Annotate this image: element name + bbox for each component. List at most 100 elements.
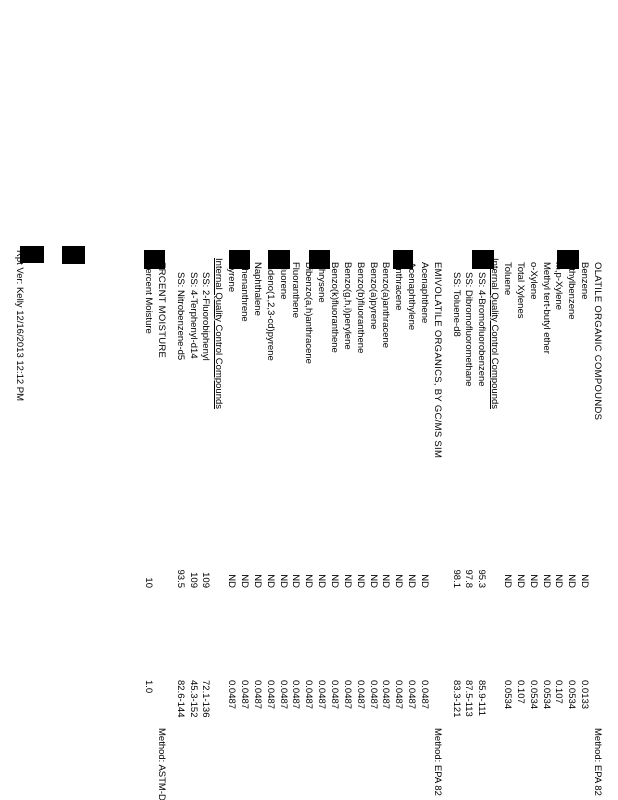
reporting-limit: 0.0487: [316, 680, 328, 710]
analyte: Percent Moisture: [143, 262, 155, 334]
result: ND: [406, 574, 418, 588]
reporting-limit: 1.0: [143, 680, 155, 694]
result: ND: [540, 574, 552, 588]
reporting-limit: 87.5-113: [463, 680, 475, 717]
analyte: m,p-Xylene: [553, 262, 565, 311]
reporting-limit: 0.0487: [406, 680, 418, 710]
analyte: Dibenzo(a,h)anthracene: [303, 262, 315, 364]
result: ND: [329, 574, 340, 588]
reporting-limit: 0.0487: [367, 680, 379, 710]
reporting-limit: 0.0487: [264, 680, 276, 710]
reporting-limit: 83.3-121: [450, 680, 462, 718]
result: ND: [553, 574, 565, 588]
reporting-limit: 0.0487: [226, 680, 238, 710]
redaction: [268, 250, 290, 269]
analyte: Anthracene: [393, 262, 405, 311]
result: 93.5: [174, 569, 186, 589]
reporting-limit: 0.0133: [579, 680, 591, 710]
result: 98.1: [450, 569, 462, 589]
reporting-limit: 82.6-144: [174, 680, 186, 718]
result: 109: [200, 572, 212, 588]
analyte: SS: Dibromofluoromethane: [463, 272, 475, 387]
reporting-limit: 0.0487: [380, 680, 392, 710]
analyte: Naphthalene: [251, 262, 263, 316]
section-title: ERCENT MOISTURE: [155, 262, 167, 359]
result: ND: [393, 574, 405, 588]
analyte: SS: Nitrobenzene-d5: [174, 272, 186, 361]
analyte: Total Xylenes: [514, 262, 526, 319]
analyte: Benzo(b)fluoranthene: [354, 262, 366, 354]
redaction: [393, 250, 413, 269]
reporting-limit: 45.3-152: [187, 680, 199, 718]
result: ND: [367, 574, 379, 588]
reporting-limit: 0.107: [514, 680, 526, 704]
reporting-limit: 85.9-111: [476, 680, 488, 717]
method: Method: EPA 82: [431, 728, 443, 796]
analyte: Methyl tert-butyl ether: [540, 262, 552, 354]
analyte: Acenaphthene: [418, 262, 430, 324]
subheader: Internal Quality Control Compounds: [489, 258, 501, 410]
method: Method: EPA 82: [592, 728, 603, 796]
reporting-limit: 0.0487: [290, 680, 302, 710]
redaction: [557, 250, 579, 269]
result: 97.8: [463, 569, 475, 589]
reporting-limit: 0.0534: [527, 680, 539, 710]
reporting-limit: 0.107: [553, 680, 565, 704]
section-title: EMIVOLATILE ORGANICS, BY GC/MS SIM: [431, 262, 443, 459]
reporting-limit: 0.0487: [393, 680, 405, 710]
reporting-limit: 0.0487: [277, 680, 289, 710]
analyte: SS: 4-Bromofluorobenzene: [476, 272, 488, 387]
analyte: Benzo(k)fluoranthene: [329, 262, 340, 353]
result: ND: [514, 574, 526, 588]
reporting-limit: 0.0487: [329, 680, 340, 710]
analyte: Benzo(a)anthracene: [380, 262, 392, 349]
analyte: Toluene: [502, 262, 514, 296]
result: ND: [566, 574, 578, 588]
reporting-limit: 0.0487: [418, 680, 430, 710]
reporting-limit: 0.0534: [566, 680, 578, 710]
redaction: [309, 250, 330, 269]
analyte: Benzo(g,h,i)perylene: [341, 262, 353, 350]
redaction: [62, 246, 85, 264]
result: ND: [527, 574, 539, 588]
result: 95.3: [476, 569, 488, 589]
reporting-limit: 0.0534: [540, 680, 552, 710]
analyte: o-Xylene: [527, 262, 539, 300]
analyte: Benzene: [579, 262, 591, 300]
result: ND: [251, 574, 263, 588]
analyte: Fluoranthene: [290, 262, 302, 318]
analyte: SS: Toluene-d8: [450, 272, 462, 337]
reporting-limit: 0.0487: [341, 680, 353, 710]
result: ND: [502, 574, 514, 588]
analyte: Acenaphthylene: [406, 262, 418, 331]
analyte: Ethylbenzene: [566, 262, 578, 320]
analyte: SS: 2-Fluorobiphenyl: [200, 272, 212, 361]
reporting-limit: 0.0487: [303, 680, 315, 710]
result: ND: [264, 574, 276, 588]
redaction: [144, 250, 165, 269]
redaction: [229, 250, 250, 269]
analyte: Phenanthrene: [239, 262, 251, 322]
subheader: Internal Quality Control Compounds: [213, 258, 225, 410]
analyte: SS: 4-Terphenyl-d14: [187, 272, 199, 359]
result: ND: [239, 574, 251, 588]
result: ND: [380, 574, 392, 588]
result: ND: [341, 574, 353, 588]
footer: Rpt Ver: Kelly 12/16/2013 12:12 PM: [14, 250, 25, 402]
reporting-limit: 0.0487: [354, 680, 366, 710]
reporting-limit: 72.1-136: [200, 680, 212, 718]
result: ND: [226, 574, 238, 588]
redaction: [472, 250, 494, 269]
reporting-limit: 0.0534: [502, 680, 514, 710]
method: Method: ASTM-D: [155, 728, 167, 800]
result: ND: [579, 574, 591, 588]
reporting-limit: 0.0487: [239, 680, 251, 710]
result: ND: [316, 574, 328, 588]
section-title: OLATILE ORGANIC COMPOUNDS: [592, 262, 603, 421]
reporting-limit: 0.0487: [251, 680, 263, 710]
analyte: Benzo(a)pyrene: [367, 262, 379, 330]
result: 109: [187, 572, 199, 588]
analyte: Indeno(1,2,3-cd)pyrene: [264, 262, 276, 361]
